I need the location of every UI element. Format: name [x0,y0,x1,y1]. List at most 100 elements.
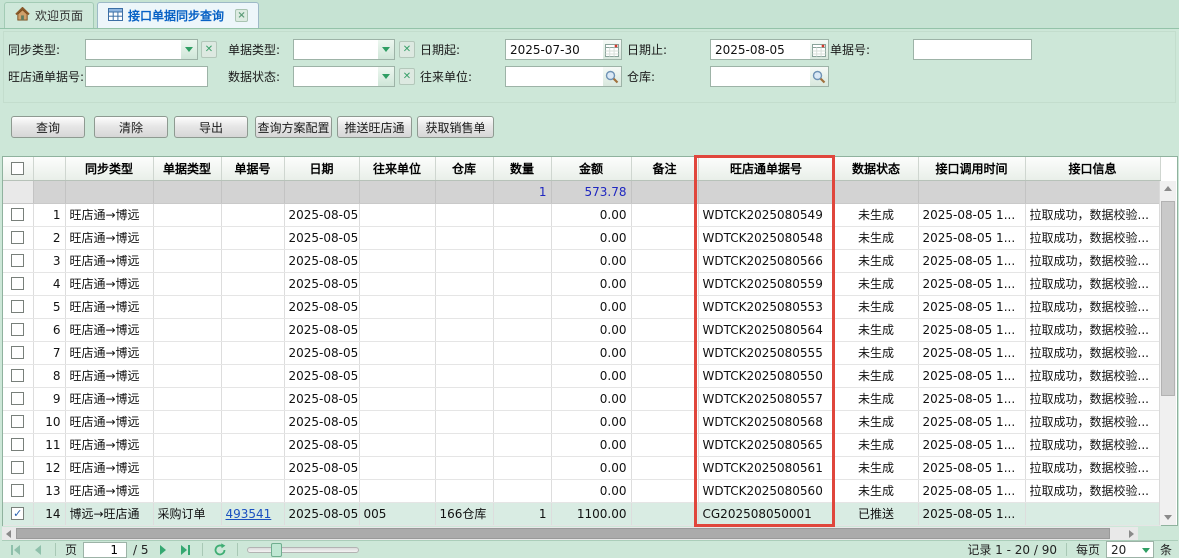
column-header-3[interactable]: 日期 [284,157,360,181]
row-checkbox[interactable] [11,323,25,336]
clear-button[interactable]: 清除 [94,116,168,138]
column-header-2[interactable]: 单据号 [221,157,285,181]
close-icon[interactable]: × [235,9,249,22]
query-config-button[interactable]: 查询方案配置 [255,116,332,138]
date-from-calendar-button[interactable] [603,39,622,60]
scroll-left-icon[interactable] [2,527,15,540]
table-row[interactable]: 5 旺店通→博远 2025-08-05 0.00 WDTCK2025080553 未生成 2… [3,295,1161,319]
doc-no-link[interactable]: 493541 [225,506,272,521]
table-row[interactable]: 11 旺店通→博远 2025-08-05 0.00 WDTCK2025080565 未生成… [3,433,1161,457]
row-checkbox-cell[interactable] [3,295,34,319]
row-checkbox[interactable] [11,208,25,221]
query-button[interactable]: 查询 [11,116,85,138]
row-checkbox-cell[interactable] [3,410,34,434]
doc-type-dropdown-button[interactable] [378,39,395,60]
row-checkbox-cell[interactable] [3,318,34,342]
column-header-12[interactable]: 接口信息 [1025,157,1161,181]
table-row[interactable]: 10 旺店通→博远 2025-08-05 0.00 WDTCK2025080568 未生成… [3,410,1161,434]
doc-type-clear-button[interactable]: ✕ [399,41,415,58]
first-page-button[interactable] [8,543,24,557]
page-number-input[interactable] [83,541,128,558]
row-checkbox-cell[interactable] [3,364,34,388]
slider-handle[interactable] [270,542,282,557]
row-checkbox[interactable] [11,461,25,474]
row-checkbox-cell[interactable] [3,456,34,480]
row-checkbox[interactable] [11,392,25,405]
warehouse-input[interactable] [710,66,811,87]
row-checkbox-cell[interactable] [3,203,34,227]
data-status-dropdown-button[interactable] [378,66,395,87]
table-row[interactable]: 2 旺店通→博远 2025-08-05 0.00 WDTCK2025080548 未生成 2… [3,226,1161,250]
column-header-8[interactable]: 备注 [631,157,699,181]
row-checkbox[interactable] [11,300,25,313]
row-checkbox[interactable] [11,346,25,359]
row-checkbox-cell[interactable] [3,249,34,273]
scroll-up-icon[interactable] [1160,181,1176,196]
sync-type-dropdown-button[interactable] [181,39,198,60]
row-checkbox-cell[interactable] [3,272,34,296]
partner-search-button[interactable] [603,66,622,87]
select-all-header[interactable] [3,157,34,181]
row-checkbox-cell[interactable] [3,433,34,457]
prev-page-button[interactable] [30,543,46,557]
row-checkbox[interactable] [11,484,25,497]
scroll-down-icon[interactable] [1160,510,1176,525]
warehouse-search-button[interactable] [810,66,829,87]
row-checkbox-cell[interactable] [3,479,34,503]
doc-type-combo[interactable] [293,39,379,60]
column-header-0[interactable]: 同步类型 [65,157,154,181]
row-checkbox-cell[interactable] [3,387,34,411]
column-header-5[interactable]: 仓库 [435,157,494,181]
sync-type-combo[interactable] [85,39,182,60]
push-wdt-button[interactable]: 推送旺店通 [337,116,412,138]
row-checkbox[interactable] [11,231,25,244]
refresh-button[interactable] [212,542,228,557]
data-status-clear-button[interactable]: ✕ [399,68,415,85]
row-checkbox[interactable] [11,369,25,382]
row-checkbox-cell[interactable] [3,226,34,250]
wdt-no-input[interactable] [85,66,208,87]
per-page-select[interactable]: 20 [1105,541,1154,558]
date-from-input[interactable] [505,39,604,60]
column-header-1[interactable]: 单据类型 [153,157,222,181]
horizontal-scrollbar[interactable] [2,527,1138,540]
column-header-6[interactable]: 数量 [493,157,552,181]
table-row[interactable]: 6 旺店通→博远 2025-08-05 0.00 WDTCK2025080564 未生成 2… [3,318,1161,342]
doc-no-cell[interactable]: 493541 [221,502,285,526]
export-button[interactable]: 导出 [174,116,248,138]
column-header-7[interactable]: 金额 [551,157,632,181]
date-to-calendar-button[interactable] [810,39,829,60]
table-row[interactable]: 9 旺店通→博远 2025-08-05 0.00 WDTCK2025080557 未生成 2… [3,387,1161,411]
row-checkbox-cell[interactable] [3,341,34,365]
partner-input[interactable] [505,66,604,87]
row-checkbox[interactable] [11,415,25,428]
table-row[interactable]: 12 旺店通→博远 2025-08-05 0.00 WDTCK2025080561 未生成… [3,456,1161,480]
column-header-9[interactable]: 旺店通单据号 [698,157,835,181]
vertical-scrollbar[interactable] [1159,181,1176,525]
row-checkbox[interactable]: ✓ [11,507,25,520]
table-row[interactable]: 3 旺店通→博远 2025-08-05 0.00 WDTCK2025080566 未生成 2… [3,249,1161,273]
doc-no-input[interactable] [913,39,1032,60]
column-header-11[interactable]: 接口调用时间 [918,157,1026,181]
tab-sync-query[interactable]: 接口单据同步查询 × [97,2,260,28]
select-all-checkbox[interactable] [11,161,25,175]
next-page-button[interactable] [155,543,171,557]
table-row[interactable]: 4 旺店通→博远 2025-08-05 0.00 WDTCK2025080559 未生成 2… [3,272,1161,296]
get-sales-button[interactable]: 获取销售单 [417,116,494,138]
scroll-right-icon[interactable] [1125,527,1138,540]
table-row[interactable]: 8 旺店通→博远 2025-08-05 0.00 WDTCK2025080550 未生成 2… [3,364,1161,388]
row-checkbox[interactable] [11,277,25,290]
page-slider[interactable] [246,542,359,557]
data-status-combo[interactable] [293,66,379,87]
tab-welcome[interactable]: 欢迎页面 [4,2,95,28]
horizontal-scroll-thumb[interactable] [16,528,1110,539]
sync-type-clear-button[interactable]: ✕ [201,41,217,58]
table-row[interactable]: ✓ 14 博远→旺店通 采购订单 493541 2025-08-05 005 166仓库 1 11… [3,502,1161,526]
table-row[interactable]: 13 旺店通→博远 2025-08-05 0.00 WDTCK2025080560 未生成… [3,479,1161,503]
vertical-scroll-thumb[interactable] [1161,201,1175,396]
column-header-10[interactable]: 数据状态 [834,157,919,181]
row-checkbox-cell[interactable]: ✓ [3,502,34,526]
row-checkbox[interactable] [11,254,25,267]
table-row[interactable]: 1 旺店通→博远 2025-08-05 0.00 WDTCK2025080549 未生成 2… [3,203,1161,227]
row-checkbox[interactable] [11,438,25,451]
